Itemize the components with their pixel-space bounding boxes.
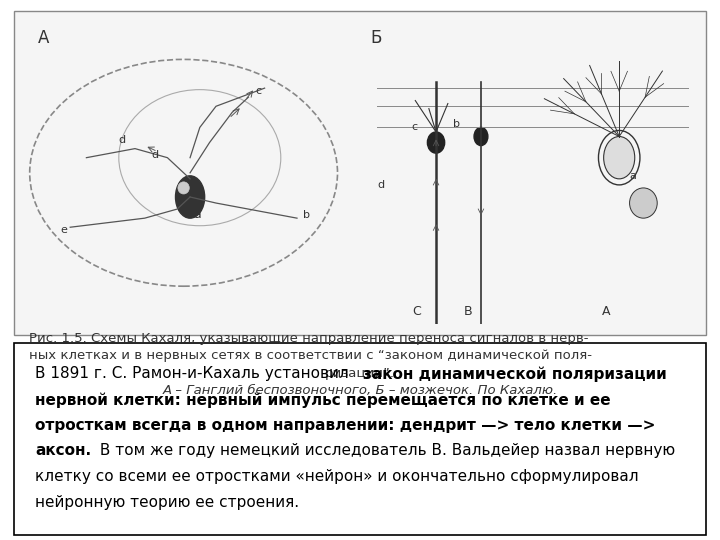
Text: А: А xyxy=(37,29,49,47)
Ellipse shape xyxy=(178,182,189,194)
Text: b: b xyxy=(304,210,310,220)
Text: ризации”.: ризации”. xyxy=(325,367,395,380)
Text: ных клетках и в нервных сетях в соответствии с “законом динамической поля-: ных клетках и в нервных сетях в соответс… xyxy=(29,349,592,362)
Text: В том же году немецкий исследователь В. Вальдейер назвал нервную: В том же году немецкий исследователь В. … xyxy=(95,443,675,458)
Ellipse shape xyxy=(474,127,488,146)
Text: c: c xyxy=(412,123,418,132)
Text: e: e xyxy=(60,225,68,235)
Text: аксон.: аксон. xyxy=(35,443,91,458)
Ellipse shape xyxy=(603,137,635,179)
Text: закон динамической поляризации: закон динамической поляризации xyxy=(363,366,667,382)
Text: d: d xyxy=(151,150,158,160)
Text: a: a xyxy=(629,171,636,181)
Text: C: C xyxy=(412,305,420,318)
Text: В 1891 г. С. Рамон-и-Кахаль установил: В 1891 г. С. Рамон-и-Кахаль установил xyxy=(35,366,354,381)
Text: B: B xyxy=(464,305,472,318)
Ellipse shape xyxy=(176,176,204,218)
Text: b: b xyxy=(454,119,460,130)
Text: d: d xyxy=(377,180,384,190)
Text: d: d xyxy=(119,134,126,145)
Text: отросткам всегда в одном направлении: дендрит —> тело клетки —>: отросткам всегда в одном направлении: де… xyxy=(35,417,656,433)
Text: нервной клетки: нервный импульс перемещается по клетке и ее: нервной клетки: нервный импульс перемеща… xyxy=(35,392,611,408)
Text: Б: Б xyxy=(370,29,382,47)
FancyBboxPatch shape xyxy=(14,343,706,535)
Ellipse shape xyxy=(428,132,445,153)
Text: A: A xyxy=(602,305,611,318)
Text: А – Ганглий беспозвоночного, Б – мозжечок. По Кахалю.: А – Ганглий беспозвоночного, Б – мозжечо… xyxy=(163,384,557,397)
Text: Рис. 1.5. Схемы Кахаля, указывающие направление переноса сигналов в нерв-: Рис. 1.5. Схемы Кахаля, указывающие напр… xyxy=(29,332,588,345)
Ellipse shape xyxy=(629,188,657,218)
Text: a: a xyxy=(193,208,201,221)
Bar xyxy=(14,11,706,335)
Text: клетку со всеми ее отростками «нейрон» и окончательно сформулировал: клетку со всеми ее отростками «нейрон» и… xyxy=(35,469,639,484)
Text: c: c xyxy=(255,86,261,96)
Text: нейронную теорию ее строения.: нейронную теорию ее строения. xyxy=(35,495,300,510)
